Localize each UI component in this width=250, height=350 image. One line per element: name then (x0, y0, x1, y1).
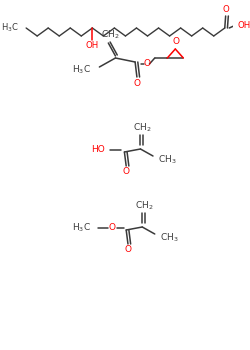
Text: HO: HO (91, 146, 105, 154)
Text: O: O (134, 78, 140, 88)
Text: H$_3$C: H$_3$C (1, 22, 19, 34)
Text: OH: OH (86, 42, 99, 50)
Text: CH$_2$: CH$_2$ (101, 29, 119, 41)
Text: O: O (124, 245, 132, 254)
Text: O: O (143, 60, 150, 69)
Text: O: O (222, 6, 229, 14)
Text: CH$_3$: CH$_3$ (158, 154, 177, 166)
Text: O: O (173, 37, 180, 47)
Text: O: O (108, 224, 116, 232)
Text: CH$_3$: CH$_3$ (160, 232, 179, 244)
Text: OH: OH (237, 21, 250, 30)
Text: O: O (123, 168, 130, 176)
Text: CH$_2$: CH$_2$ (135, 200, 153, 212)
Text: H$_3$C: H$_3$C (72, 64, 90, 76)
Text: CH$_2$: CH$_2$ (133, 122, 152, 134)
Text: H$_3$C: H$_3$C (72, 222, 90, 234)
